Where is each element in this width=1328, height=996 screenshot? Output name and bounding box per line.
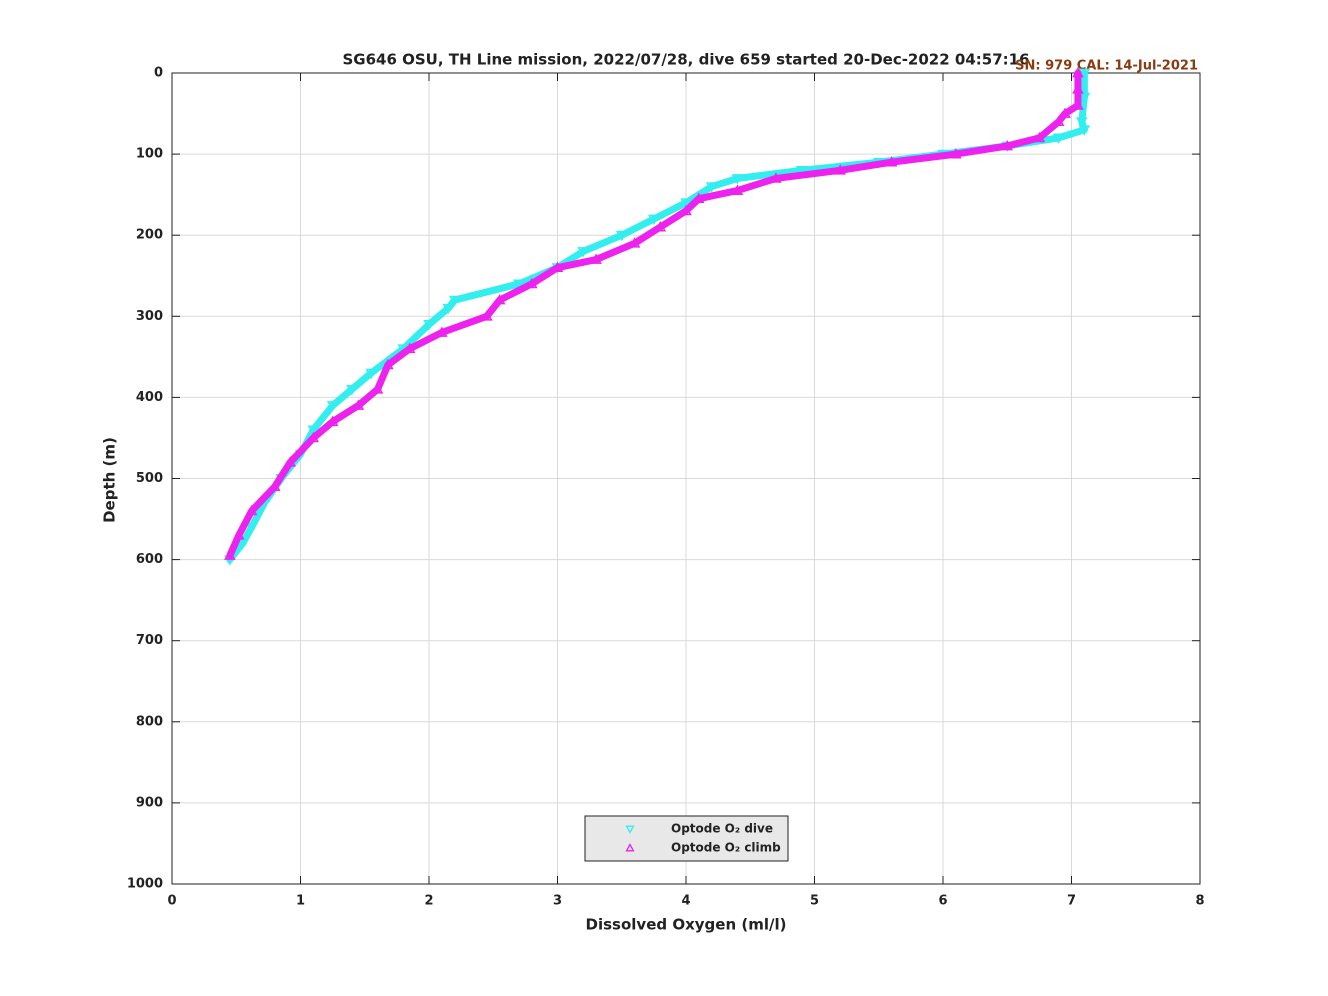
legend-box [584, 815, 789, 862]
point [1033, 131, 1046, 143]
point [615, 230, 628, 242]
point [382, 358, 394, 370]
point [680, 204, 692, 216]
point [1076, 117, 1088, 128]
point [371, 383, 384, 394]
point [233, 529, 245, 540]
point [269, 480, 281, 491]
y-tick-label: 300 [136, 309, 163, 324]
y-tick-label: 500 [136, 471, 163, 486]
y-tick-label: 900 [136, 795, 163, 810]
point [1078, 92, 1091, 104]
y-tick-label: 700 [136, 633, 163, 648]
x-tick-label: 6 [938, 894, 947, 909]
x-tick-label: 1 [296, 894, 305, 909]
point [423, 320, 435, 331]
point [1078, 68, 1091, 80]
point [284, 456, 296, 467]
point [731, 174, 744, 185]
legend-marker [625, 825, 635, 834]
point [365, 368, 377, 380]
y-tick-label: 0 [154, 66, 163, 81]
x-tick-label: 7 [1067, 894, 1076, 909]
x-tick-label: 5 [810, 894, 819, 909]
point [693, 192, 705, 204]
x-axis-label: Dissolved Oxygen (ml/l) [586, 916, 787, 934]
point [1052, 133, 1065, 144]
point [795, 165, 808, 177]
y-axis-label: Depth (m) [101, 437, 119, 523]
point [834, 164, 846, 175]
point [654, 221, 667, 232]
point [326, 415, 339, 427]
point [245, 504, 258, 516]
x-tick-label: 3 [553, 894, 562, 909]
point [1078, 125, 1091, 136]
point [403, 342, 416, 354]
y-tick-label: 1000 [127, 877, 163, 892]
y-tick-label: 400 [136, 390, 163, 405]
point [493, 294, 506, 305]
point [442, 303, 455, 315]
point [648, 214, 660, 226]
point [590, 253, 602, 264]
y-tick-label: 800 [136, 714, 163, 729]
legend-marker [625, 843, 635, 852]
point [731, 184, 744, 195]
point [628, 237, 641, 248]
point [307, 431, 320, 443]
point [1001, 139, 1014, 151]
point [950, 148, 962, 159]
point [236, 539, 249, 550]
point [885, 156, 898, 167]
point [1072, 83, 1084, 94]
point [1059, 107, 1071, 118]
point [436, 326, 448, 337]
y-tick-label: 100 [136, 147, 163, 162]
y-tick-label: 200 [136, 228, 163, 243]
point [326, 401, 339, 412]
x-tick-label: 2 [424, 894, 433, 909]
point [245, 522, 258, 534]
legend: Optode O₂ dive Optode O₂ climb [584, 815, 789, 862]
x-tick-label: 0 [167, 894, 176, 909]
point [346, 384, 358, 396]
plot-frame [171, 72, 1201, 885]
legend-label: Optode O₂ climb [671, 841, 781, 855]
point [526, 277, 538, 289]
point [307, 425, 320, 436]
point [448, 295, 461, 307]
y-tick-label: 600 [136, 552, 163, 567]
annotation: SN: 979 CAL: 14-Jul-2021 [1015, 59, 1198, 74]
x-tick-label: 8 [1195, 894, 1204, 909]
legend-label: Optode O₂ dive [671, 822, 773, 836]
point [513, 279, 525, 290]
chart-title: SG646 OSU, TH Line mission, 2022/07/28, … [342, 51, 1029, 69]
point [352, 399, 365, 410]
point [1052, 115, 1065, 127]
x-tick-label: 4 [681, 894, 690, 909]
point [1072, 99, 1084, 110]
point [577, 247, 589, 258]
series-line [226, 69, 1082, 560]
point [680, 198, 692, 209]
point [1072, 66, 1084, 78]
point [551, 261, 564, 272]
point [705, 182, 718, 193]
point [770, 172, 782, 183]
point [224, 549, 236, 560]
point [481, 310, 493, 321]
